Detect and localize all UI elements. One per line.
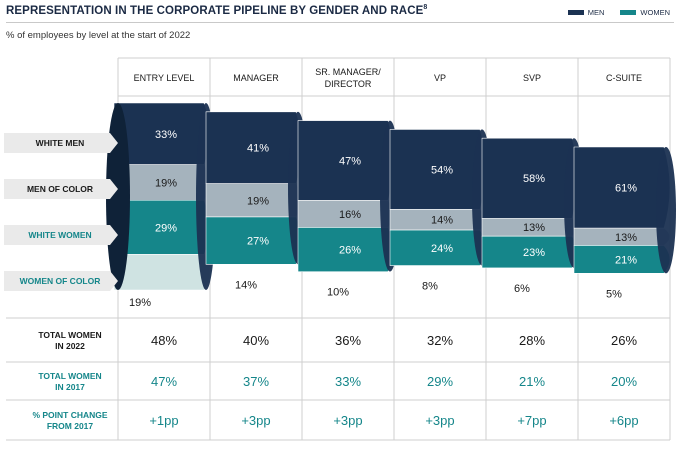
men_of_color-value-3: 14% (431, 215, 453, 227)
white_women-value-0: 29% (155, 222, 177, 234)
white_women-value-2: 26% (339, 245, 361, 257)
legend-women-swatch (620, 10, 637, 15)
men_of_color-value-4: 13% (523, 222, 545, 234)
table-cell-2-2: +3pp (333, 413, 362, 428)
white_men-value-2: 47% (339, 155, 361, 167)
table-cell-1-4: 21% (519, 374, 545, 389)
table-cell-1-2: 33% (335, 374, 361, 389)
table-cell-1-5: 20% (611, 374, 637, 389)
table-cell-2-4: +7pp (517, 413, 546, 428)
table-cell-0-5: 26% (611, 333, 637, 348)
column-header-1: MANAGER (233, 73, 279, 83)
cylinder-cap-5 (656, 147, 676, 274)
table-row-label-2: % POINT CHANGE (32, 410, 107, 420)
chart-title: REPRESENTATION IN THE CORPORATE PIPELINE… (6, 4, 428, 17)
women_of_color-value-2: 10% (327, 287, 349, 299)
row-label-2: WHITE WOMEN (28, 230, 91, 240)
men_of_color-value-5: 13% (615, 232, 637, 244)
white_men-value-5: 61% (615, 183, 637, 195)
column-header-2: SR. MANAGER/ (315, 67, 381, 77)
women_of_color-value-4: 6% (514, 283, 530, 295)
white_men-value-1: 41% (247, 143, 269, 155)
row-label-tab-0 (4, 133, 118, 153)
table-row-label-1: TOTAL WOMEN (38, 371, 101, 381)
men_of_color-value-1: 19% (247, 195, 269, 207)
table-cell-1-1: 37% (243, 374, 269, 389)
row-label-0: WHITE MEN (36, 138, 85, 148)
table-row-label-2: FROM 2017 (47, 421, 94, 431)
table-row-label-0: IN 2022 (55, 341, 85, 351)
column-header-4: SVP (523, 73, 541, 83)
table-row-label-1: IN 2017 (55, 382, 85, 392)
table-cell-1-0: 47% (151, 374, 177, 389)
column-header-5: C-SUITE (606, 73, 642, 83)
column-header-2: DIRECTOR (325, 79, 372, 89)
white_men-value-3: 54% (431, 164, 453, 176)
table-cell-2-3: +3pp (425, 413, 454, 428)
title-rule (6, 22, 674, 23)
women_of_color-value-1: 14% (235, 279, 257, 291)
women_of_color-value-3: 8% (422, 281, 438, 293)
legend-men-label: MEN (587, 8, 605, 17)
men_of_color-value-0: 19% (155, 177, 177, 189)
table-cell-2-5: +6pp (609, 413, 638, 428)
white_women-value-3: 24% (431, 243, 453, 255)
table-cell-0-2: 36% (335, 333, 361, 348)
white_women-value-4: 23% (523, 247, 545, 259)
white_men-value-0: 33% (155, 129, 177, 141)
legend-women-label: WOMEN (640, 8, 670, 17)
table-cell-2-1: +3pp (241, 413, 270, 428)
white_women-value-1: 27% (247, 236, 269, 248)
table-cell-0-3: 32% (427, 333, 453, 348)
table-cell-0-0: 48% (151, 333, 177, 348)
row-label-tab-1 (4, 179, 118, 199)
table-row-label-0: TOTAL WOMEN (38, 330, 101, 340)
women-of-color-segment-0 (113, 254, 211, 291)
legend: MEN WOMEN (567, 8, 670, 17)
row-label-3: WOMEN OF COLOR (20, 276, 101, 286)
legend-men-swatch (567, 10, 584, 15)
men_of_color-value-2: 16% (339, 209, 361, 221)
column-header-3: VP (434, 73, 446, 83)
column-header-0: ENTRY LEVEL (134, 73, 195, 83)
chart-subtitle: % of employees by level at the start of … (6, 30, 191, 41)
table-cell-1-3: 29% (427, 374, 453, 389)
white_women-value-5: 21% (615, 254, 637, 266)
row-label-tab-3 (4, 271, 118, 291)
women_of_color-value-5: 5% (606, 288, 622, 300)
table-cell-0-4: 28% (519, 333, 545, 348)
table-cell-0-1: 40% (243, 333, 269, 348)
table-cell-2-0: +1pp (149, 413, 178, 428)
women_of_color-value-0: 19% (129, 297, 151, 309)
row-label-1: MEN OF COLOR (27, 184, 93, 194)
row-label-tab-2 (4, 225, 118, 245)
white_men-value-4: 58% (523, 173, 545, 185)
